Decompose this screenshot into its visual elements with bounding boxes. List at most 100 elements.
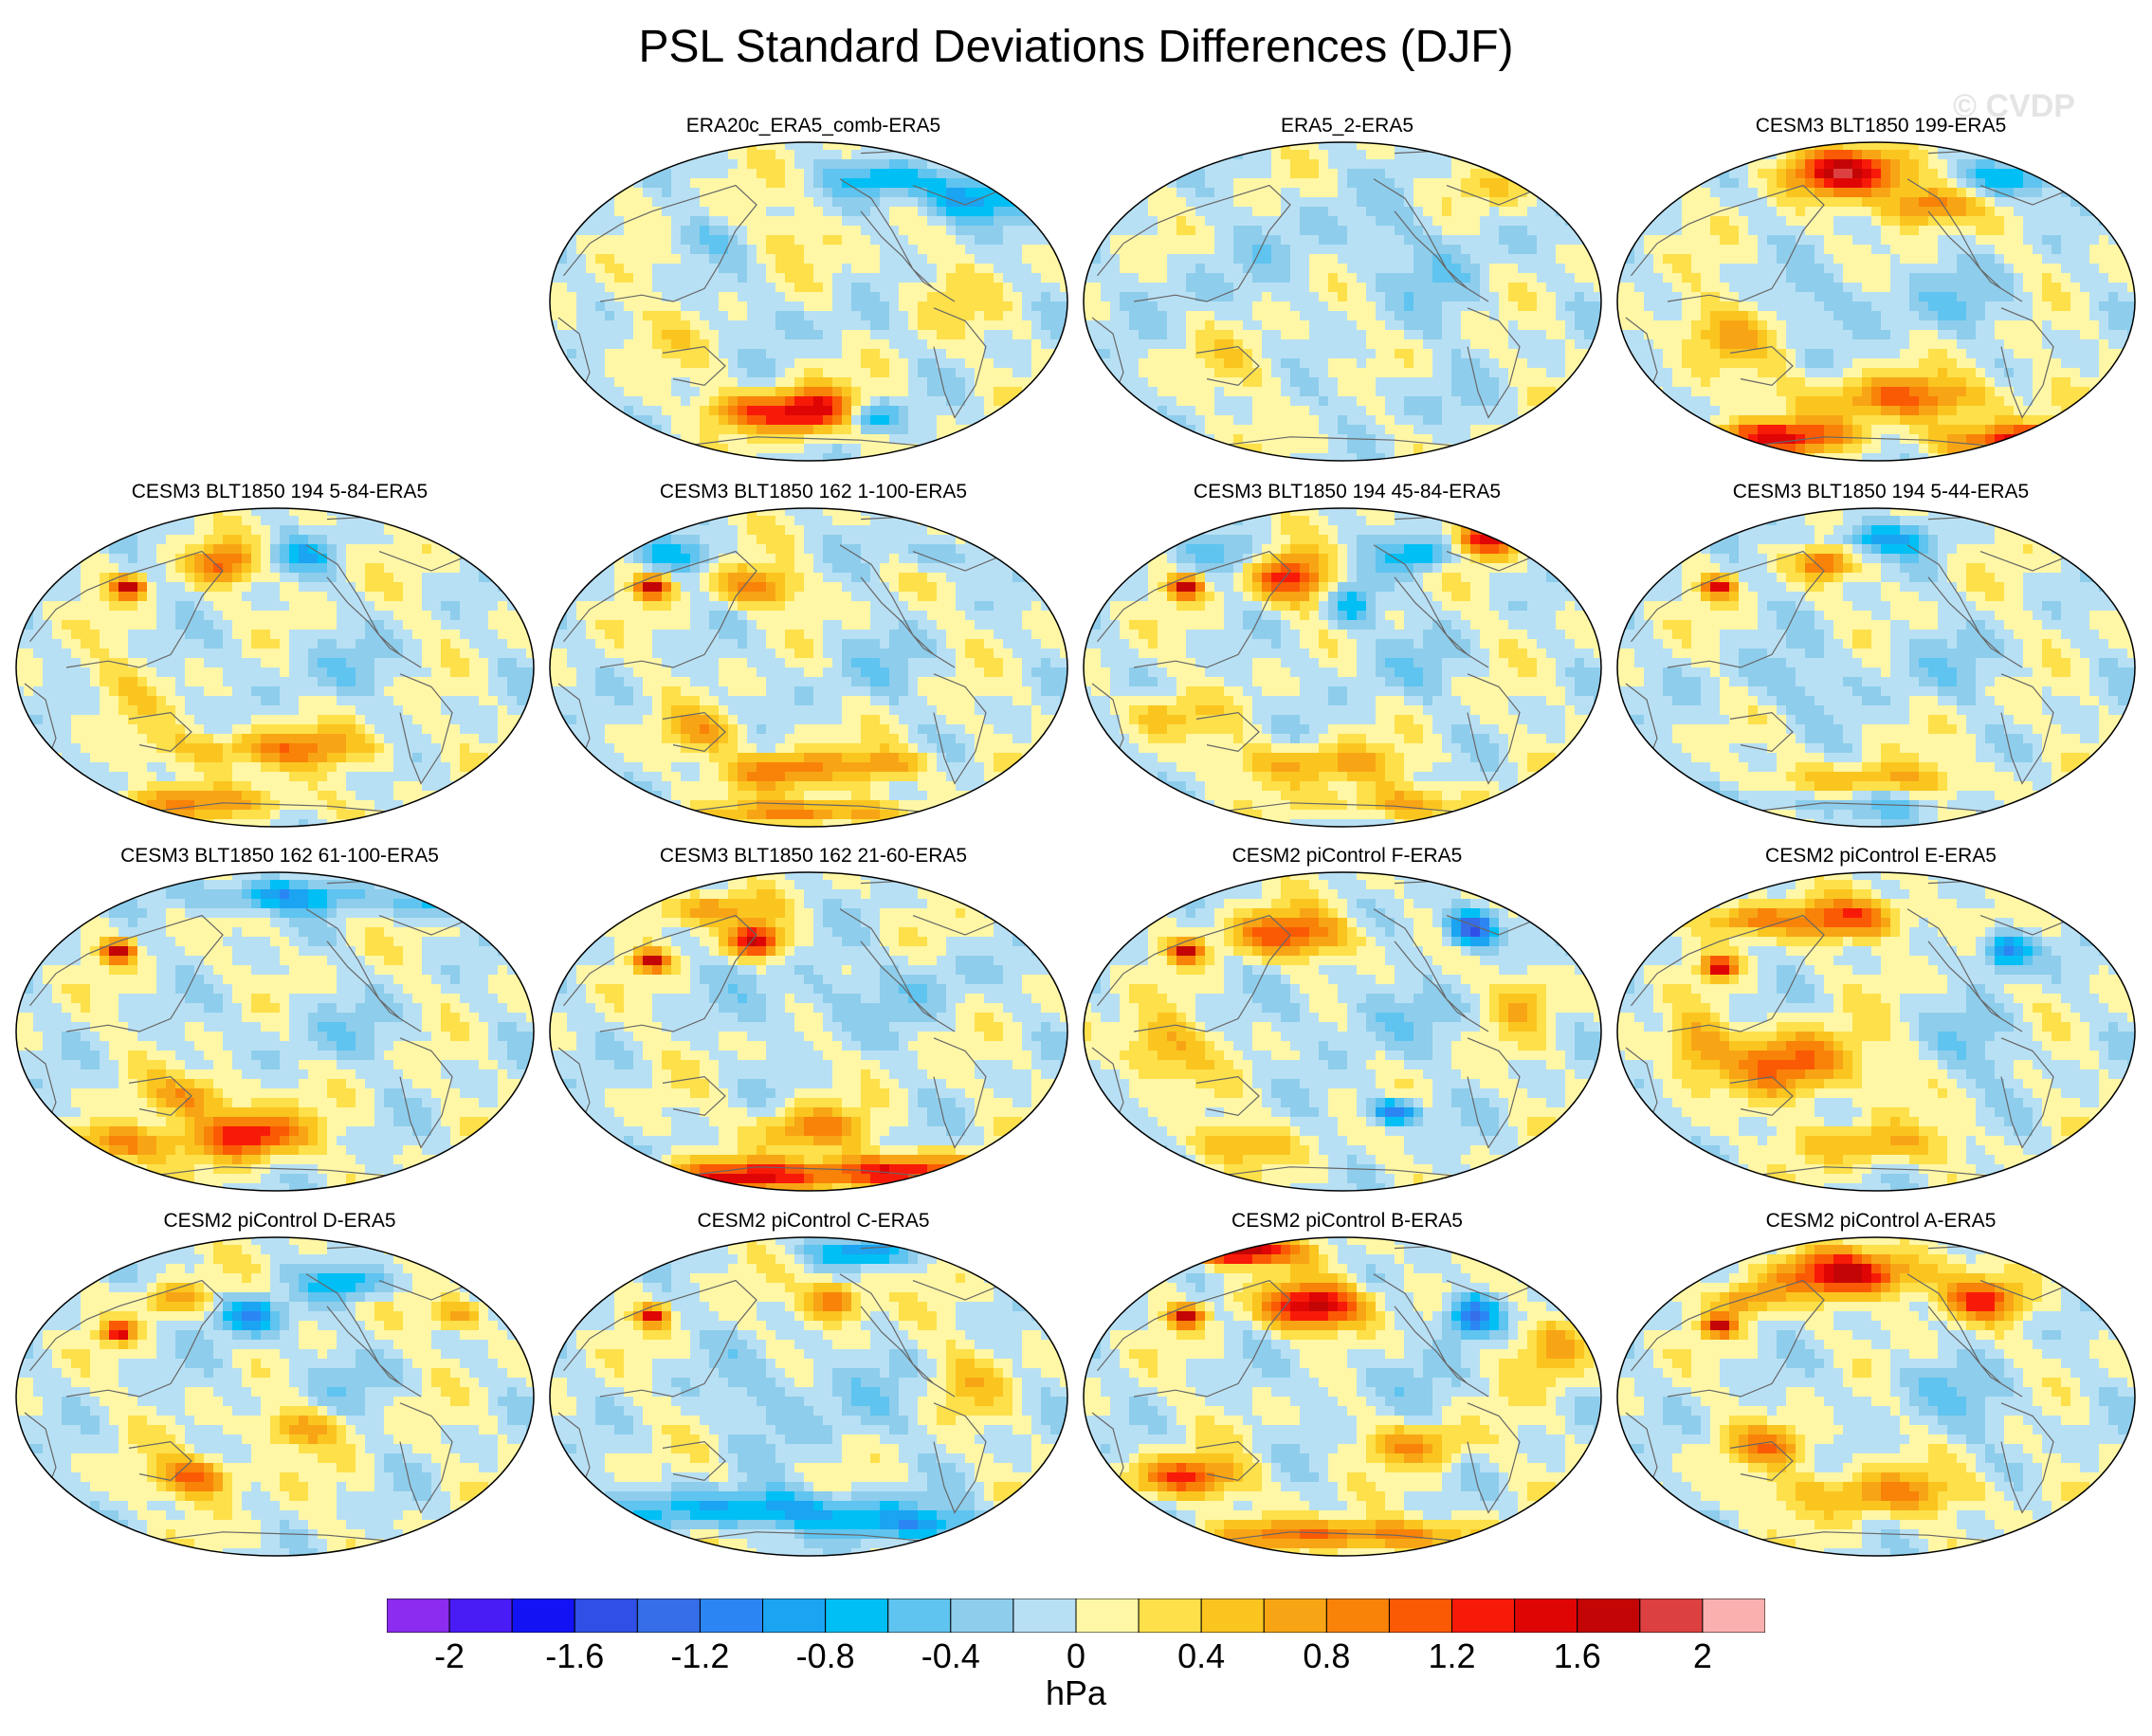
robinson-map [1083, 1236, 1602, 1557]
colorbar-swatch [574, 1599, 638, 1633]
map-border [1083, 871, 1602, 1192]
colorbar-tick-label: 1.2 [1405, 1636, 1500, 1676]
colorbar-swatch [950, 1599, 1014, 1633]
map-border [15, 507, 535, 828]
colorbar-tick-label: -0.8 [778, 1636, 873, 1676]
robinson-map [549, 1236, 1068, 1557]
cvdp-watermark: © CVDP [1953, 87, 2075, 125]
map-border [1616, 1236, 2136, 1557]
panel-title: CESM2 piControl F-ERA5 [1082, 844, 1613, 868]
colorbar-swatch [1702, 1599, 1765, 1633]
map-panel: ERA5_2-ERA5 [1082, 114, 1613, 479]
map-panel: CESM3 BLT1850 194 45-84-ERA5 [1082, 480, 1613, 845]
colorbar-swatch [1514, 1599, 1578, 1633]
colorbar-tick-label: 2 [1655, 1636, 1750, 1676]
colorbar-tick-label: -2 [402, 1636, 497, 1676]
panel-title: CESM3 BLT1850 194 5-44-ERA5 [1615, 480, 2146, 504]
map-border [1083, 1236, 1602, 1557]
map-border [1616, 141, 2136, 462]
robinson-map [549, 871, 1068, 1192]
panel-title: ERA20c_ERA5_comb-ERA5 [548, 114, 1079, 138]
colorbar-tick-label: 0.4 [1154, 1636, 1249, 1676]
colorbar-tick-label: -1.6 [527, 1636, 622, 1676]
map-border [1083, 507, 1602, 828]
colorbar-swatch [699, 1599, 764, 1633]
panel-title: CESM3 BLT1850 199-ERA5 [1615, 114, 2146, 138]
robinson-map [549, 507, 1068, 828]
colorbar-swatch [387, 1599, 450, 1633]
panel-title: CESM3 BLT1850 194 45-84-ERA5 [1082, 480, 1613, 504]
robinson-map [1083, 141, 1602, 462]
colorbar-swatch [825, 1599, 889, 1633]
robinson-map [15, 871, 535, 1192]
map-panel: CESM2 piControl E-ERA5 [1615, 844, 2146, 1209]
colorbar-swatch [448, 1599, 513, 1633]
robinson-map [1616, 1236, 2136, 1557]
map-panel: CESM3 BLT1850 194 5-44-ERA5 [1615, 480, 2146, 845]
map-panel: CESM3 BLT1850 162 1-100-ERA5 [548, 480, 1079, 845]
map-panel: CESM2 piControl F-ERA5 [1082, 844, 1613, 1209]
panel-title: CESM2 piControl C-ERA5 [548, 1209, 1079, 1233]
panel-title: CESM3 BLT1850 162 1-100-ERA5 [548, 480, 1079, 504]
map-border [549, 507, 1068, 828]
map-border [549, 871, 1068, 1192]
map-panel: CESM3 BLT1850 199-ERA5 [1615, 114, 2146, 479]
colorbar-swatch [1012, 1599, 1077, 1633]
robinson-map [1083, 507, 1602, 828]
map-panel: ERA20c_ERA5_comb-ERA5 [548, 114, 1079, 479]
colorbar-swatch [1200, 1599, 1265, 1633]
panel-title: ERA5_2-ERA5 [1082, 114, 1613, 138]
map-border [15, 871, 535, 1192]
colorbar-tick-label: 0.8 [1279, 1636, 1374, 1676]
robinson-map [549, 141, 1068, 462]
colorbar-swatch [636, 1599, 701, 1633]
coastlines [1625, 149, 2065, 450]
panel-title: CESM3 BLT1850 162 61-100-ERA5 [14, 844, 545, 868]
map-border [1616, 507, 2136, 828]
map-panel: CESM2 piControl B-ERA5 [1082, 1209, 1613, 1574]
colorbar-tick-label: 1.6 [1530, 1636, 1625, 1676]
map-border [1083, 141, 1602, 462]
map-panel: CESM2 piControl D-ERA5 [14, 1209, 545, 1574]
robinson-map [15, 1236, 535, 1557]
map-border [15, 1236, 535, 1557]
colorbar-swatch [1138, 1599, 1202, 1633]
map-panel: CESM3 BLT1850 194 5-84-ERA5 [14, 480, 545, 845]
robinson-map [15, 507, 535, 828]
map-panel: CESM2 piControl A-ERA5 [1615, 1209, 2146, 1574]
colorbar-swatch [1388, 1599, 1453, 1633]
colorbar-swatch [1577, 1599, 1641, 1633]
colorbar-tick-label: -1.2 [652, 1636, 747, 1676]
map-border [1616, 871, 2136, 1192]
colorbar [387, 1599, 1765, 1633]
colorbar-swatch [1263, 1599, 1327, 1633]
colorbar-units-label: hPa [0, 1673, 2152, 1713]
panel-title: CESM3 BLT1850 162 21-60-ERA5 [548, 844, 1079, 868]
colorbar-swatch [762, 1599, 827, 1633]
robinson-map [1616, 871, 2136, 1192]
colorbar-swatch [1639, 1599, 1704, 1633]
robinson-map [1616, 507, 2136, 828]
panel-title: CESM2 piControl E-ERA5 [1615, 844, 2146, 868]
colorbar-tick-label: -0.4 [903, 1636, 998, 1676]
panel-title: CESM2 piControl D-ERA5 [14, 1209, 545, 1233]
colorbar-swatch [1075, 1599, 1140, 1633]
panel-title: CESM2 piControl B-ERA5 [1082, 1209, 1613, 1233]
colorbar-swatch [511, 1599, 575, 1633]
page-title: PSL Standard Deviations Differences (DJF… [0, 21, 2152, 74]
map-panel: CESM3 BLT1850 162 61-100-ERA5 [14, 844, 545, 1209]
panel-title: CESM2 piControl A-ERA5 [1615, 1209, 2146, 1233]
colorbar-tick-label: 0 [1029, 1636, 1123, 1676]
map-panel: CESM3 BLT1850 162 21-60-ERA5 [548, 844, 1079, 1209]
colorbar-swatch [1451, 1599, 1516, 1633]
robinson-map [1083, 871, 1602, 1192]
map-panel: CESM2 piControl C-ERA5 [548, 1209, 1079, 1574]
robinson-map [1616, 141, 2136, 462]
map-border [549, 141, 1068, 462]
map-border [549, 1236, 1068, 1557]
field-shading [550, 142, 1067, 461]
coastlines [1091, 879, 1531, 1180]
colorbar-swatch [1325, 1599, 1390, 1633]
colorbar-swatch [887, 1599, 952, 1633]
panel-title: CESM3 BLT1850 194 5-84-ERA5 [14, 480, 545, 504]
